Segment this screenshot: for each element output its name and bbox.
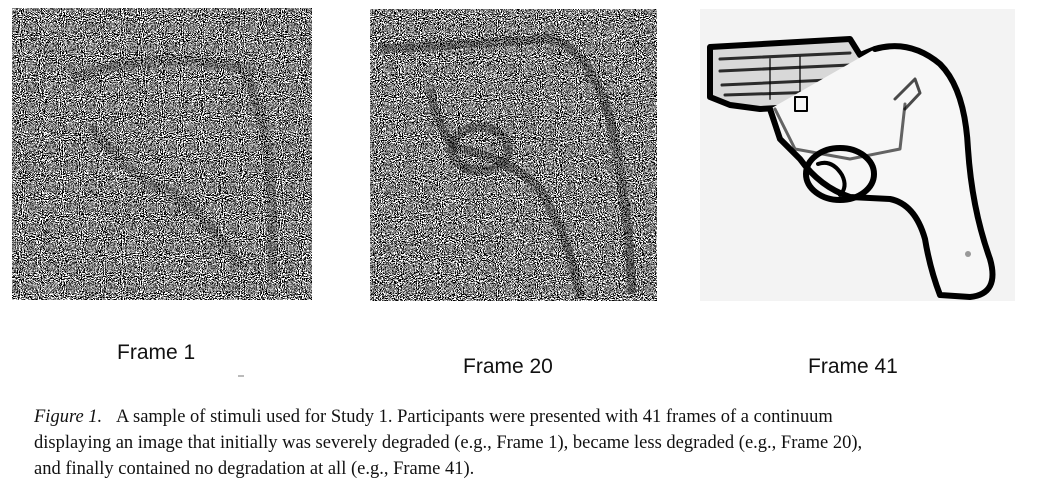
stimulus-image-frame-20 bbox=[370, 9, 657, 301]
caption-text-1: A sample of stimuli used for Study 1. Pa… bbox=[116, 407, 833, 427]
scan-artifact bbox=[238, 375, 244, 377]
stimulus-image-frame-1 bbox=[12, 8, 312, 300]
frame-41-label: Frame 41 bbox=[808, 355, 898, 378]
frame-1-label: Frame 1 bbox=[117, 341, 196, 364]
caption-line-3: and finally contained no degradation at … bbox=[34, 459, 475, 479]
figure-label: Figure 1. bbox=[34, 407, 103, 427]
caption-line-1: Figure 1. A sample of stimuli used for S… bbox=[34, 404, 1009, 430]
frame-20-label: Frame 20 bbox=[463, 355, 553, 378]
stimulus-image-frame-41 bbox=[700, 9, 1015, 301]
figure-caption: Figure 1. A sample of stimuli used for S… bbox=[34, 404, 1009, 482]
revolver-icon bbox=[707, 36, 996, 300]
caption-line-2: displaying an image that initially was s… bbox=[34, 433, 863, 453]
